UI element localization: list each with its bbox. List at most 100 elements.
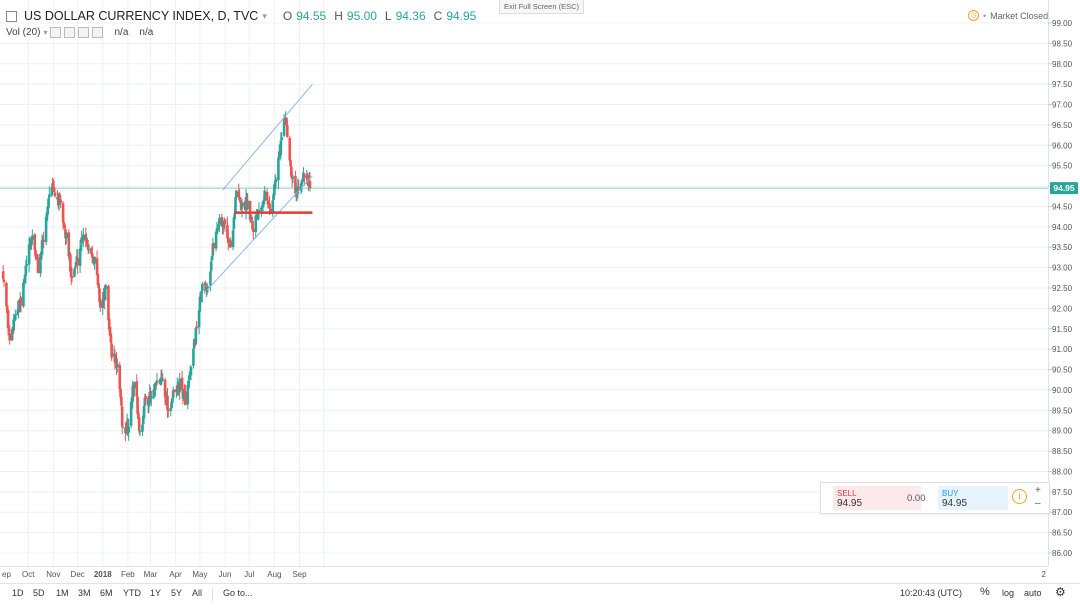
candle-down xyxy=(95,258,99,275)
visibility-icon[interactable] xyxy=(50,27,62,38)
range-1m[interactable]: 1M xyxy=(56,588,69,598)
current-price-text: 94.95 xyxy=(1053,183,1075,193)
range-ytd[interactable]: YTD xyxy=(123,588,141,598)
buy-button[interactable]: BUY 94.95 xyxy=(938,486,1008,510)
candle-up xyxy=(12,319,16,331)
candle-up xyxy=(197,310,201,328)
open-label: O xyxy=(282,9,293,23)
range-5d[interactable]: 5D xyxy=(33,588,45,598)
candle-up xyxy=(240,202,244,209)
candle-down xyxy=(229,240,232,247)
volume-label: Vol (20) xyxy=(6,27,41,38)
candle-down xyxy=(252,228,255,232)
candle-down xyxy=(204,283,207,287)
candle-up xyxy=(24,265,28,276)
market-status-text: Market Closed xyxy=(990,10,1049,21)
candle-up xyxy=(50,187,54,196)
exit-fullscreen-button[interactable]: Exit Full Screen (ESC) xyxy=(499,0,585,14)
candle-up xyxy=(103,289,107,301)
settings-icon[interactable] xyxy=(64,27,76,38)
time-axis[interactable]: ep Oct Nov Dec 2018 Feb Mar Apr May Jun Jul Aug Sep 2 xyxy=(2,570,1047,579)
y-tick-label: 89.00 xyxy=(1052,427,1073,436)
volume-value-1: n/a xyxy=(114,27,129,38)
percent-toggle[interactable]: % xyxy=(980,586,990,598)
candle-down xyxy=(52,189,56,192)
candle-down xyxy=(56,197,59,200)
candle-down xyxy=(144,396,147,400)
candle-up xyxy=(73,266,77,269)
candle-up xyxy=(159,377,163,385)
candle-up xyxy=(30,238,33,246)
candle-up xyxy=(246,200,249,209)
candle-up xyxy=(39,253,42,274)
close-label: C xyxy=(433,9,443,23)
price-axis[interactable]: 86.00 86.50 87.00 87.50 88.00 88.50 89.00 89.50… xyxy=(1048,19,1073,558)
range-5y[interactable]: 5Y xyxy=(171,588,183,598)
candle-down xyxy=(243,202,246,207)
candle-up xyxy=(260,207,263,211)
candle-up xyxy=(155,381,159,384)
candle-down xyxy=(107,286,110,321)
candle-down xyxy=(288,137,292,161)
range-6m[interactable]: 6M xyxy=(100,588,113,598)
range-3m[interactable]: 3M xyxy=(78,588,91,598)
candle-up xyxy=(198,296,202,312)
candle-down xyxy=(223,219,227,225)
y-tick-label: 92.50 xyxy=(1052,284,1073,293)
info-icon[interactable]: i xyxy=(1012,489,1027,504)
candle-down xyxy=(237,191,241,198)
symbol-title[interactable]: US DOLLAR CURRENCY INDEX, D, TVC xyxy=(24,9,259,23)
candle-up xyxy=(216,228,220,230)
clock[interactable]: 10:20:43 (UTC) xyxy=(900,588,963,598)
log-toggle[interactable]: log xyxy=(1002,588,1015,598)
candle-up xyxy=(116,363,119,368)
symbol-header[interactable]: US DOLLAR CURRENCY INDEX, D, TVC ▾ O 94.5… xyxy=(6,9,476,23)
chevron-down-icon[interactable]: ▾ xyxy=(262,10,267,21)
y-tick-label: 88.00 xyxy=(1052,467,1073,476)
sell-label: SELL xyxy=(837,489,857,498)
candle-up xyxy=(273,182,277,185)
minus-icon[interactable]: – xyxy=(1035,498,1041,509)
candle-up xyxy=(263,190,266,201)
candle-down xyxy=(19,297,23,306)
goto-button[interactable]: Go to... xyxy=(223,588,253,598)
range-1d[interactable]: 1D xyxy=(12,588,24,598)
candle-up xyxy=(296,186,300,194)
candle-up xyxy=(274,179,278,183)
plus-icon[interactable]: + xyxy=(1035,485,1041,496)
candle-down xyxy=(5,282,8,306)
auto-toggle[interactable]: auto xyxy=(1024,588,1042,598)
collapse-icon[interactable] xyxy=(6,10,17,22)
volume-indicator[interactable]: Vol (20) ▾ n/a n/a xyxy=(6,27,153,38)
candle-down xyxy=(226,237,230,243)
candle-down xyxy=(5,306,9,310)
delete-icon[interactable] xyxy=(78,27,90,38)
candle-up xyxy=(235,190,238,198)
candle-up xyxy=(47,198,50,209)
candle-down xyxy=(137,417,141,431)
candle-down xyxy=(62,222,66,226)
y-tick-label: 87.00 xyxy=(1052,508,1073,517)
candle-up xyxy=(218,218,221,225)
range-all[interactable]: All xyxy=(192,588,203,598)
candle-down xyxy=(7,326,11,332)
candle-up xyxy=(161,378,164,381)
gear-icon[interactable]: ⚙ xyxy=(1055,585,1066,599)
candle-up xyxy=(133,382,136,389)
x-tick-label: Dec xyxy=(71,570,85,579)
candle-up xyxy=(27,244,31,265)
chevron-down-icon[interactable]: ▾ xyxy=(43,28,48,37)
low-value: 94.36 xyxy=(395,9,426,23)
candle-up xyxy=(121,427,125,429)
price-chart[interactable]: 86.00 86.50 87.00 87.50 88.00 88.50 89.00 89.50… xyxy=(0,0,1080,583)
candle-up xyxy=(169,407,173,411)
sell-button[interactable]: SELL 94.95 xyxy=(833,486,921,510)
range-1y[interactable]: 1Y xyxy=(150,588,162,598)
candle-down xyxy=(63,224,67,228)
y-tick-label: 90.50 xyxy=(1052,366,1073,375)
more-icon[interactable] xyxy=(92,27,104,38)
candle-down xyxy=(154,383,158,385)
x-tick-label: May xyxy=(192,570,207,579)
candle-down xyxy=(136,396,139,414)
drawings xyxy=(0,83,1048,291)
